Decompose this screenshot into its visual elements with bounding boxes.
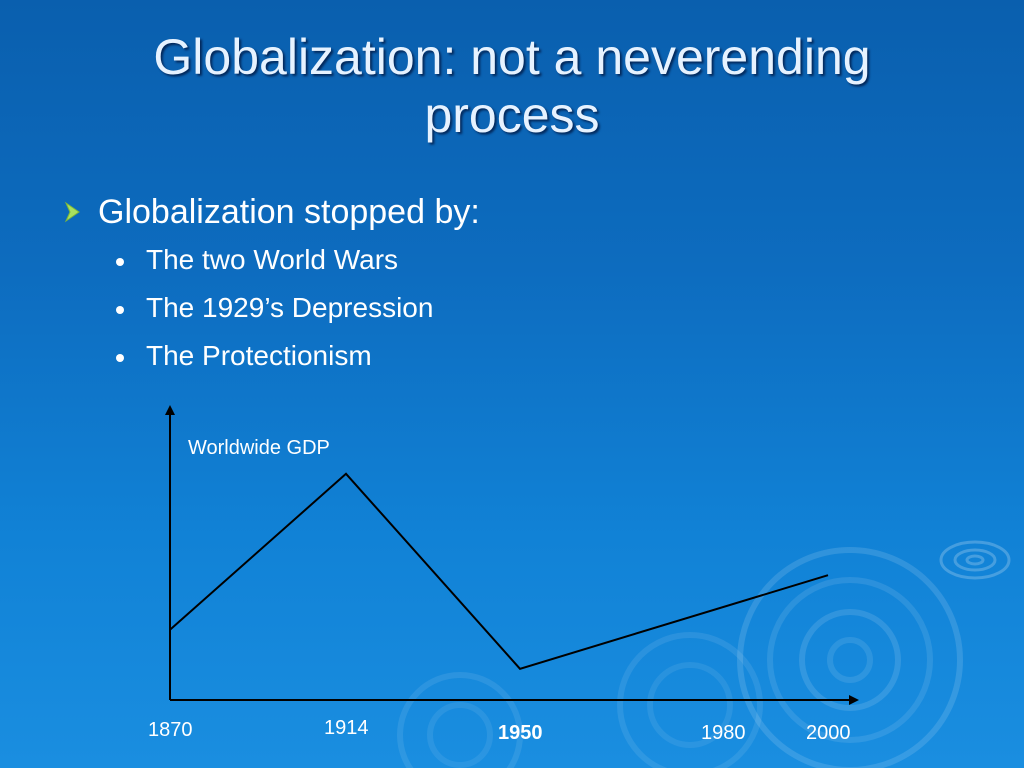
dot-bullet-icon — [116, 258, 124, 266]
x-tick-label-1980: 1980 — [701, 722, 746, 744]
title-line-2: process — [424, 87, 600, 143]
slide-title: Globalization: not a neverending process — [40, 28, 984, 144]
sub-bullet-item: The Protectionism — [112, 332, 958, 380]
x-tick-label-2000: 2000 — [806, 722, 851, 744]
x-tick-label-1870: 1870 — [148, 719, 193, 741]
dot-bullet-icon — [116, 306, 124, 314]
gdp-series-line — [169, 472, 829, 670]
sub-bullet-text: The Protectionism — [146, 340, 372, 371]
title-line-1: Globalization: not a neverending — [153, 29, 871, 85]
x-tick-label-1914: 1914 — [324, 717, 369, 739]
y-axis-label: Worldwide GDP — [188, 437, 330, 459]
sub-bullet-text: The two World Wars — [146, 244, 399, 275]
bullet-text: Globalization stopped by: — [98, 193, 480, 231]
bullet-list: Globalization stopped by: The two World … — [58, 188, 958, 380]
sub-bullet-item: The 1929’s Depression — [112, 284, 958, 332]
chart-plot — [165, 405, 859, 705]
arrow-bullet-icon — [64, 201, 80, 223]
sub-bullet-text: The 1929’s Depression — [146, 292, 434, 323]
bullet-item: Globalization stopped by: — [58, 188, 958, 236]
gdp-chart: Worldwide GDP 1870 1914 1950 1980 2000 — [140, 400, 880, 760]
sub-bullet-item: The two World Wars — [112, 236, 958, 284]
x-tick-label-1950: 1950 — [498, 722, 543, 744]
dot-bullet-icon — [116, 354, 124, 362]
